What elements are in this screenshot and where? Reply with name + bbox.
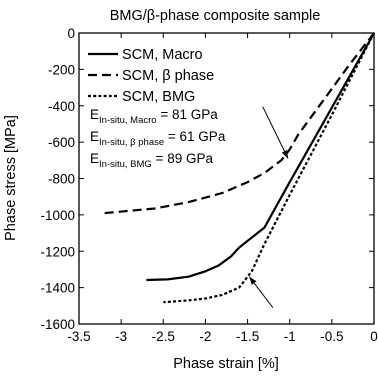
arrow-head-1 xyxy=(249,276,257,285)
y-tick-label: -600 xyxy=(48,135,75,150)
arrow-shaft-0 xyxy=(262,106,289,159)
legend-label-1: SCM, β phase xyxy=(122,68,214,84)
y-tick-label: 0 xyxy=(67,26,75,41)
x-tick-label: -1.5 xyxy=(236,329,259,344)
modulus-annotation-0: EIn-situ, Macro = 81 GPa xyxy=(90,107,218,126)
series-line-0 xyxy=(146,32,375,282)
modulus-annotation-2: EIn-situ, BMG = 89 GPa xyxy=(90,151,213,170)
x-axis-label: Phase strain [%] xyxy=(173,356,279,372)
y-tick-label: -400 xyxy=(48,99,75,114)
legend-label-2: SCM, BMG xyxy=(122,89,195,105)
x-tick-label: -1 xyxy=(284,329,296,344)
y-tick-label: -200 xyxy=(48,62,75,77)
y-tick-label: -1000 xyxy=(40,208,75,223)
y-tick-label: -1200 xyxy=(40,244,75,259)
chart-title: BMG/β-phase composite sample xyxy=(110,8,321,24)
y-axis-label: Phase stress [MPa] xyxy=(3,115,19,241)
x-tick-labels: -3.5 -3 -2.5 -2 -1.5 -1 -0.5 0 xyxy=(67,329,377,344)
annotation-arrows xyxy=(248,106,289,308)
x-tick-label: -2.5 xyxy=(152,329,175,344)
y-tick-label: -1600 xyxy=(40,317,75,332)
tick-marks xyxy=(78,32,375,325)
x-tick-label: -2 xyxy=(199,329,211,344)
y-tick-label: -1400 xyxy=(40,281,75,296)
series-lines xyxy=(104,32,375,304)
y-tick-labels: 0 -200 -400 -600 -800 -1000 -1200 -1400 -1600 xyxy=(40,26,75,332)
legend-label-0: SCM, Macro xyxy=(122,47,203,63)
modulus-annotation-1: EIn-situ, β phase = 61 GPa xyxy=(90,129,226,148)
x-tick-label: 0 xyxy=(370,329,378,344)
x-tick-label: -3.5 xyxy=(67,329,90,344)
y-tick-label: -800 xyxy=(48,172,75,187)
x-tick-label: -3 xyxy=(115,329,127,344)
series-line-2 xyxy=(163,32,375,304)
legend: SCM, Macro SCM, β phase SCM, BMG xyxy=(88,47,214,105)
x-tick-label: -0.5 xyxy=(320,329,343,344)
series-line-1 xyxy=(104,32,375,215)
modulus-annotations: EIn-situ, Macro = 81 GPa EIn-situ, β phas… xyxy=(90,107,226,170)
arrow-head-0 xyxy=(281,149,289,159)
